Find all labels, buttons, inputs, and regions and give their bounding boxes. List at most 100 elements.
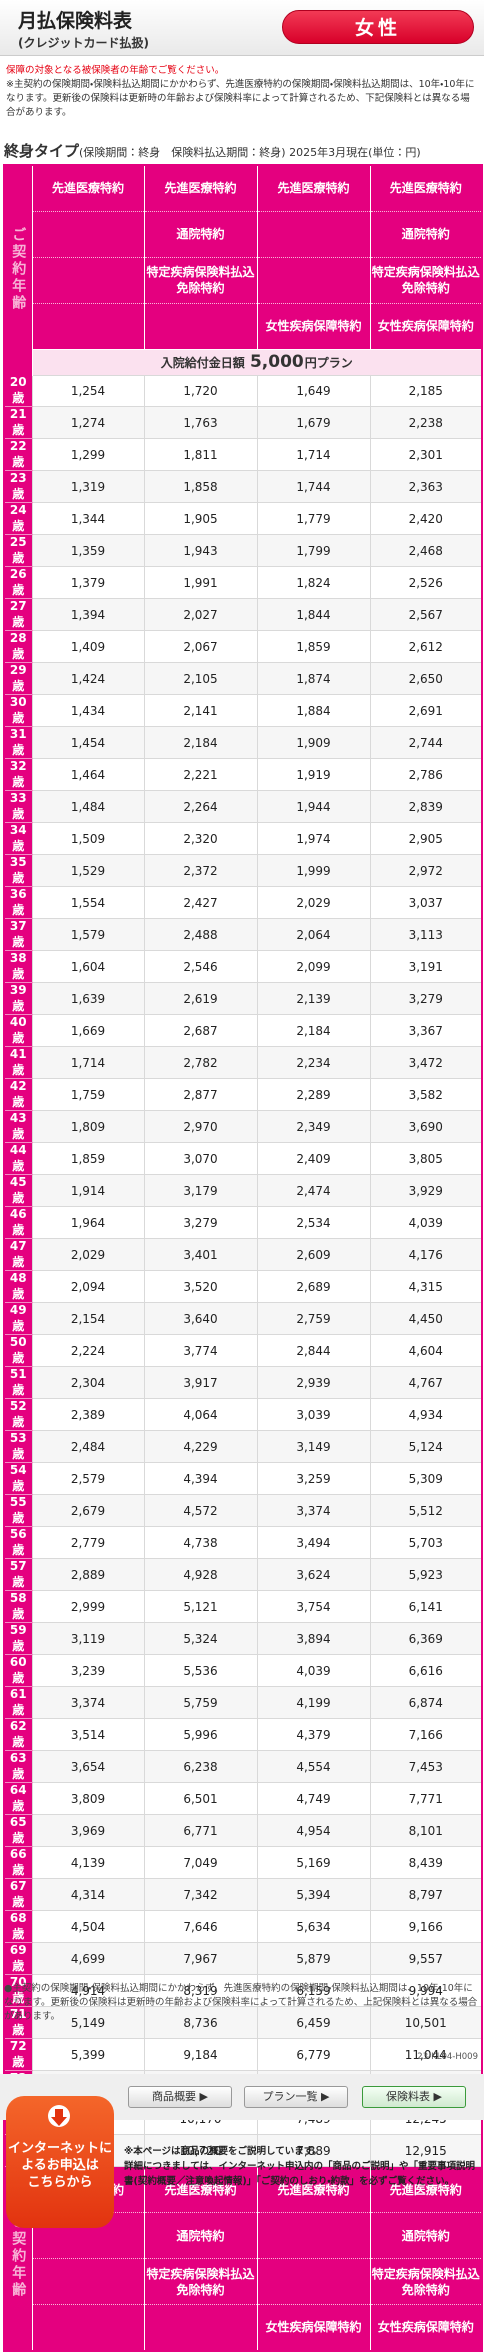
premium: 2,526 (369, 566, 483, 599)
premium: 2,939 (256, 1366, 371, 1399)
nav-button[interactable]: プラン一覧 ▶ (244, 2086, 348, 2108)
data-row: 61歳 3,374 5,759 4,199 6,874 (4, 1686, 483, 1719)
premium: 2,139 (256, 982, 371, 1015)
premium: 2,782 (143, 1046, 258, 1079)
data-row: 21歳 1,274 1,763 1,679 2,238 (4, 406, 483, 439)
premium: 4,394 (143, 1462, 258, 1495)
rider-name: 女性疾病保障特約 (265, 319, 362, 333)
data-row: 70歳 4,914 8,319 6,159 9,994 (4, 1974, 483, 2007)
data-row: 52歳 2,389 4,064 3,039 4,934 (4, 1398, 483, 1431)
premium: 2,185 (369, 374, 483, 407)
premium: 1,344 (31, 502, 145, 535)
age: 36歳 (4, 886, 32, 919)
age: 24歳 (4, 502, 32, 535)
data-row: 60歳 3,239 5,536 4,039 6,616 (4, 1654, 483, 1687)
header-cell: 女性疾病保障特約 (256, 2304, 371, 2351)
header-row: 通院特約 通院特約 (4, 211, 483, 258)
premium: 3,070 (143, 1142, 258, 1175)
rider-name: 先進医療特約 (389, 181, 462, 196)
premium: 1,299 (31, 438, 145, 471)
rider-name: 先進医療特約 (277, 2182, 350, 2197)
premium: 1,914 (31, 1174, 145, 1207)
rider-name: 通院特約 (401, 227, 450, 241)
premium: 2,389 (31, 1398, 145, 1431)
rider-name: 先進医療特約 (51, 181, 124, 196)
header-row: 女性疾病保障特約 女性疾病保障特約 (4, 303, 483, 350)
premium: 10,720 (143, 2134, 258, 2167)
premium: 3,494 (256, 1526, 371, 1559)
premium: 2,474 (256, 1174, 371, 1207)
age: 71歳 (4, 2006, 32, 2039)
premium: 3,113 (369, 918, 483, 951)
rider-name: 特定疾病保険料払込免除特約 (146, 2266, 255, 2297)
premium: 1,859 (256, 630, 371, 663)
age: 67歳 (4, 1878, 32, 1911)
premium: 5,996 (143, 1718, 258, 1751)
premium: 10,501 (369, 2006, 483, 2039)
data-row: 31歳 1,454 2,184 1,909 2,744 (4, 726, 483, 759)
premium: 1,424 (31, 662, 145, 695)
premium: 4,199 (256, 1686, 371, 1719)
header-cell: 先進医療特約 (256, 165, 371, 212)
data-row: 66歳 4,139 7,049 5,169 8,439 (4, 1846, 483, 1879)
premium: 1,744 (256, 470, 371, 503)
premium: 1,944 (256, 790, 371, 823)
premium: 1,943 (143, 534, 258, 567)
premium: 1,529 (31, 854, 145, 887)
premium: 2,067 (143, 630, 258, 663)
premium: 2,304 (31, 1366, 145, 1399)
premium: 5,703 (369, 1526, 483, 1559)
premium: 3,239 (31, 1654, 145, 1687)
data-row: 58歳 2,999 5,121 3,754 6,141 (4, 1590, 483, 1623)
premium: 5,394 (256, 1878, 371, 1911)
data-row: 42歳 1,759 2,877 2,289 3,582 (4, 1078, 483, 1111)
premium: 7,889 (256, 2134, 371, 2167)
data-row: 45歳 1,914 3,179 2,474 3,929 (4, 1174, 483, 1207)
nav-button[interactable]: 商品概要 ▶ (128, 2086, 232, 2108)
premium: 2,779 (31, 1526, 145, 1559)
premium: 2,999 (31, 1590, 145, 1623)
premium: 4,604 (369, 1334, 483, 1367)
premium: 3,640 (143, 1302, 258, 1335)
premium: 2,105 (143, 662, 258, 695)
premium: 3,624 (256, 1558, 371, 1591)
data-row: 26歳 1,379 1,991 1,824 2,526 (4, 566, 483, 599)
data-row: 63歳 3,654 6,238 4,554 7,453 (4, 1750, 483, 1783)
age: 37歳 (4, 918, 32, 951)
nav-button[interactable]: 保険料表 ▶ (362, 2086, 466, 2108)
header-cell (143, 303, 258, 350)
premium: 1,579 (31, 918, 145, 951)
premium: 2,289 (256, 1078, 371, 1111)
premium: 3,754 (256, 1590, 371, 1623)
data-row: 25歳 1,359 1,943 1,799 2,468 (4, 534, 483, 567)
premium: 5,923 (369, 1558, 483, 1591)
premium: 5,169 (256, 1846, 371, 1879)
age: 44歳 (4, 1142, 32, 1175)
data-row: 30歳 1,434 2,141 1,884 2,691 (4, 694, 483, 727)
age: 34歳 (4, 822, 32, 855)
premium: 2,691 (369, 694, 483, 727)
premium: 7,771 (369, 1782, 483, 1815)
rider-name: 先進医療特約 (164, 181, 237, 196)
apply-button[interactable]: インターネットに よるお申込は こちらから (6, 2096, 114, 2228)
premium: 6,616 (369, 1654, 483, 1687)
premium: 1,874 (256, 662, 371, 695)
premium: 3,472 (369, 1046, 483, 1079)
premium: 2,488 (143, 918, 258, 951)
premium: 5,512 (369, 1494, 483, 1527)
age: 72歳 (4, 2038, 32, 2071)
premium: 2,238 (369, 406, 483, 439)
premium: 1,905 (143, 502, 258, 535)
rider-name: 先進医療特約 (277, 181, 350, 196)
header-cell: 女性疾病保障特約 (256, 303, 371, 350)
data-row: 27歳 1,394 2,027 1,844 2,567 (4, 598, 483, 631)
premium: 1,779 (256, 502, 371, 535)
premium: 6,459 (256, 2006, 371, 2039)
nav-label: プラン一覧 (262, 2090, 318, 2103)
rider-name: 特定疾病保険料払込免除特約 (146, 265, 255, 295)
data-row: 71歳 5,149 8,736 6,459 10,501 (4, 2006, 483, 2039)
premium: 2,650 (369, 662, 483, 695)
age: 61歳 (4, 1686, 32, 1719)
premium: 6,141 (369, 1590, 483, 1623)
rider-name: 通院特約 (401, 2228, 450, 2243)
